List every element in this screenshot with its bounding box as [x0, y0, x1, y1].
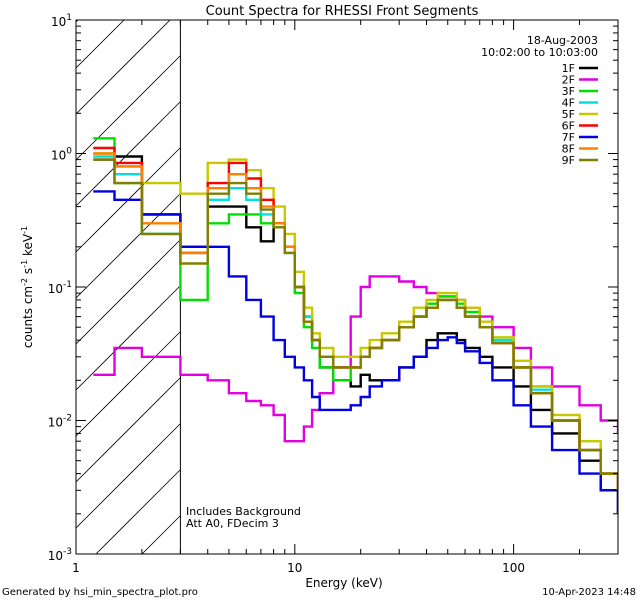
hatch-line [76, 377, 181, 483]
legend-label-6F: 6F [562, 120, 575, 133]
legend-label-2F: 2F [562, 74, 575, 87]
legend-label-7F: 7F [562, 131, 575, 144]
y-tick-label: 10-2 [48, 414, 72, 430]
hatch-line [95, 469, 181, 554]
series-5F-line [93, 152, 618, 491]
hatched-region [76, 20, 181, 554]
legend-label-3F: 3F [562, 85, 575, 98]
series-layer [93, 137, 618, 514]
axis-ticks: 1 10 100 101 100 10-1 10-2 10-3 [48, 13, 619, 575]
series-8F-line [93, 152, 618, 491]
hatch-line [76, 239, 181, 345]
hatch-line [76, 331, 181, 437]
y-tick-label: 100 [51, 147, 72, 163]
chart-title: Count Spectra for RHESSI Front Segments [206, 4, 479, 19]
date-label: 18-Aug-2003 [527, 34, 598, 47]
series-2F-line [93, 275, 618, 443]
x-tick-label: 100 [502, 561, 525, 575]
series-9F-line [93, 158, 618, 491]
note-attenuator: Att A0, FDecim 3 [186, 517, 279, 530]
series-3F-line [93, 137, 618, 491]
hatch-line [76, 20, 125, 69]
hatch-line [76, 20, 79, 23]
hatch-line [141, 515, 181, 554]
footer-generated-by: Generated by hsi_min_spectra_plot.pro [2, 587, 198, 598]
footer-timestamp: 10-Apr-2023 14:48 [542, 587, 636, 598]
hatch-line [76, 193, 181, 299]
series-4F-line [93, 155, 618, 491]
note-background: Includes Background [186, 505, 301, 518]
y-axis-label: counts cm-2 s-1 keV-1 [20, 226, 35, 348]
y-tick-label: 101 [51, 13, 72, 29]
y-tick-label: 10-1 [48, 280, 72, 296]
legend-label-5F: 5F [562, 108, 575, 121]
x-tick-label: 10 [287, 561, 302, 575]
time-range-label: 10:02:00 to 10:03:00 [481, 46, 598, 59]
hatch-line [76, 423, 181, 529]
series-6F-line [93, 146, 618, 491]
plot-frame [75, 19, 619, 555]
x-tick-label: 1 [72, 561, 80, 575]
y-tick-label: 10-3 [48, 547, 72, 563]
x-axis-label: Energy (keV) [305, 576, 382, 590]
series-7F-line [93, 190, 618, 514]
legend-label-8F: 8F [562, 143, 575, 156]
hatch-line [76, 101, 181, 207]
legend-label-4F: 4F [562, 97, 575, 110]
hatch-line [76, 20, 171, 115]
legend-label-1F: 1F [562, 62, 575, 75]
hatch-line [76, 285, 181, 391]
series-1F-line [93, 155, 618, 514]
hatch-line [76, 55, 181, 161]
legend-label-9F: 9F [562, 154, 575, 167]
